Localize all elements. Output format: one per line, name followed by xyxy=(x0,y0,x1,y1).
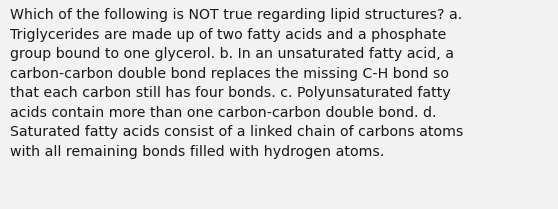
Text: Which of the following is NOT true regarding lipid structures? a.
Triglycerides : Which of the following is NOT true regar… xyxy=(10,8,463,159)
